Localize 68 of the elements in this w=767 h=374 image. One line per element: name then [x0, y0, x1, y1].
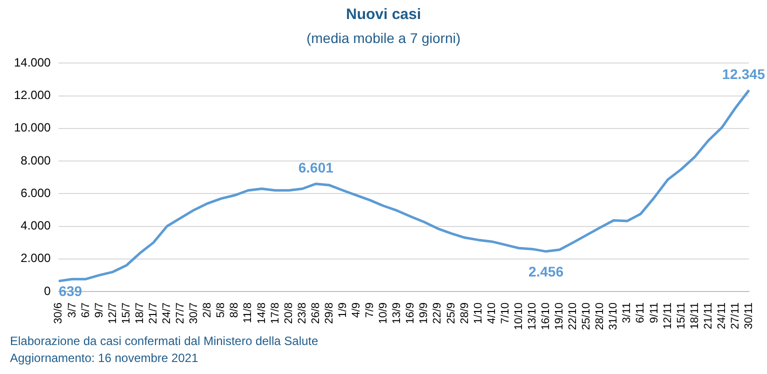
x-tick-label: 6/7 [80, 302, 92, 318]
x-tick-label: 31/10 [608, 302, 620, 330]
y-tick-label: 6.000 [20, 186, 52, 200]
y-tick-label: 14.000 [14, 56, 52, 70]
x-tick-label: 22/9 [432, 302, 444, 324]
x-tick-label: 21/11 [702, 302, 714, 330]
x-tick-label: 12/7 [106, 302, 119, 324]
x-tick-label: 25/10 [580, 302, 593, 330]
x-tick-label: 10/10 [512, 302, 525, 330]
x-tick-label: 3/11 [621, 302, 634, 324]
x-tick-label: 11/8 [242, 302, 254, 324]
text: Aggiornamento: 16 novembre 2021 [10, 350, 200, 367]
x-tick-label: 15/11 [675, 302, 688, 330]
x-tick-label: 12/11 [662, 302, 674, 330]
x-tick-label: 1/10 [472, 302, 484, 324]
x-tick-label: 27/11 [729, 302, 742, 330]
x-tick-label: 20/8 [282, 302, 295, 324]
x-tick-label: 18/7 [134, 302, 146, 324]
x-tick-label: 4/9 [350, 302, 363, 318]
x-tick-label: 16/9 [404, 302, 417, 324]
annotation: 6.601 [298, 160, 334, 176]
y-tick-label: 0 [44, 284, 52, 298]
x-tick-label: 5/8 [215, 302, 228, 318]
x-tick-label: 18/11 [688, 302, 701, 330]
x-tick-label: 29/8 [323, 302, 336, 324]
y-tick-label: 4.000 [20, 218, 52, 233]
x-tick-label: 24/7 [161, 302, 174, 324]
x-tick-label: 24/11 [716, 302, 728, 330]
x-tick-label: 30/7 [188, 302, 200, 324]
x-tick-label: 6/11 [634, 302, 647, 324]
x-tick-label: 17/8 [269, 302, 282, 324]
x-tick-label: 1/9 [336, 302, 349, 318]
x-tick-label: 21/7 [147, 302, 160, 324]
annotation: 2.456 [528, 263, 564, 280]
x-tick-label: 2/8 [202, 302, 214, 318]
x-tick-label: 25/9 [445, 302, 458, 324]
annotation: 639 [58, 282, 82, 299]
x-tick-label: 7/9 [364, 302, 376, 318]
text: Elaborazione da casi confermati dal Ministero della Salute [10, 333, 318, 350]
y-tick-label: 2.000 [20, 251, 52, 266]
x-tick-label: 19/10 [554, 302, 566, 330]
x-tick-label: 7/10 [499, 302, 512, 324]
x-tick-label: 10/9 [378, 302, 390, 324]
y-tick-label: 12.000 [14, 88, 52, 102]
x-tick-label: 9/11 [648, 302, 660, 324]
x-tick-label: 16/10 [540, 302, 552, 330]
x-tick-label: 13/9 [391, 302, 404, 324]
annotation: 12.345 [722, 66, 766, 82]
x-tick-label: 4/10 [486, 302, 498, 324]
x-tick-label: 22/10 [567, 302, 580, 330]
x-tick-label: 9/7 [93, 302, 106, 318]
x-tick-label: 19/9 [418, 302, 430, 324]
y-tick-label: 8.000 [20, 153, 52, 168]
x-tick-label: 30/11 [743, 302, 756, 330]
x-tick-label: 23/8 [296, 302, 308, 324]
y-tick-label: 10.000 [14, 120, 52, 135]
x-tick-label: 28/10 [594, 302, 606, 330]
x-tick-label: 28/9 [458, 302, 471, 324]
chart-subtitle: (media mobile a 7 giorni) [305, 30, 462, 46]
x-tick-label: 3/7 [66, 302, 78, 318]
x-tick-label: 14/8 [256, 302, 268, 324]
x-tick-label: 15/7 [120, 302, 132, 324]
chart-title: Nuovi casi [344, 6, 422, 23]
x-tick-label: 26/8 [310, 302, 322, 324]
x-tick-label: 30/6 [52, 302, 65, 324]
x-tick-label: 13/10 [526, 302, 538, 330]
x-tick-label: 27/7 [174, 302, 187, 324]
x-tick-label: 8/8 [228, 302, 241, 318]
